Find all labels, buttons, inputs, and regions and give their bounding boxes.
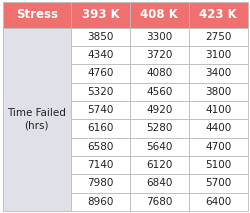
Bar [71, 138, 130, 156]
Text: 4920: 4920 [146, 105, 172, 115]
Bar [71, 46, 130, 64]
Text: 6580: 6580 [87, 142, 114, 152]
Text: 5700: 5700 [205, 178, 231, 188]
Text: 5640: 5640 [146, 142, 172, 152]
Bar [71, 193, 130, 211]
Text: 3300: 3300 [146, 32, 172, 42]
Bar [71, 28, 130, 46]
Bar [189, 193, 248, 211]
Bar [71, 64, 130, 83]
Bar [130, 64, 189, 83]
Text: 3400: 3400 [205, 69, 231, 78]
Text: 423 K: 423 K [199, 8, 237, 22]
Bar [189, 174, 248, 193]
Text: 393 K: 393 K [82, 8, 120, 22]
Bar [189, 138, 248, 156]
Text: 5740: 5740 [87, 105, 114, 115]
Text: 5280: 5280 [146, 124, 172, 133]
Bar [130, 2, 189, 28]
Bar [130, 174, 189, 193]
Bar [130, 83, 189, 101]
Text: 6840: 6840 [146, 178, 172, 188]
Text: 4080: 4080 [146, 69, 172, 78]
Text: 2750: 2750 [205, 32, 231, 42]
Bar [189, 156, 248, 174]
Text: 6400: 6400 [205, 197, 231, 207]
Text: 3720: 3720 [146, 50, 172, 60]
Bar [130, 119, 189, 138]
Bar [71, 2, 130, 28]
Bar [189, 101, 248, 119]
Text: 4400: 4400 [205, 124, 231, 133]
Text: 7140: 7140 [87, 160, 114, 170]
Bar [130, 156, 189, 174]
Text: 4340: 4340 [87, 50, 114, 60]
Bar [189, 64, 248, 83]
Text: 5320: 5320 [87, 87, 114, 97]
Bar [189, 46, 248, 64]
Text: 7980: 7980 [87, 178, 114, 188]
Bar [189, 119, 248, 138]
Bar [189, 2, 248, 28]
Bar [130, 101, 189, 119]
Text: 3800: 3800 [205, 87, 231, 97]
Text: 408 K: 408 K [140, 8, 178, 22]
Bar [130, 138, 189, 156]
Bar [130, 193, 189, 211]
Text: Time Failed
(hrs): Time Failed (hrs) [7, 108, 66, 130]
Text: 3100: 3100 [205, 50, 231, 60]
Text: 4100: 4100 [205, 105, 231, 115]
Bar [189, 83, 248, 101]
Text: 6120: 6120 [146, 160, 172, 170]
Bar [130, 46, 189, 64]
Bar [189, 28, 248, 46]
Bar [71, 83, 130, 101]
Text: 5100: 5100 [205, 160, 231, 170]
Text: Stress: Stress [16, 8, 58, 22]
Bar [2, 2, 71, 28]
Text: 4700: 4700 [205, 142, 231, 152]
Bar [71, 156, 130, 174]
Text: 7680: 7680 [146, 197, 172, 207]
Bar [71, 119, 130, 138]
Text: 4760: 4760 [87, 69, 114, 78]
Text: 6160: 6160 [87, 124, 114, 133]
Text: 4560: 4560 [146, 87, 172, 97]
Bar [130, 28, 189, 46]
Bar [2, 28, 71, 211]
Bar [71, 174, 130, 193]
Bar [71, 101, 130, 119]
Text: 3850: 3850 [87, 32, 114, 42]
Text: 8960: 8960 [87, 197, 114, 207]
